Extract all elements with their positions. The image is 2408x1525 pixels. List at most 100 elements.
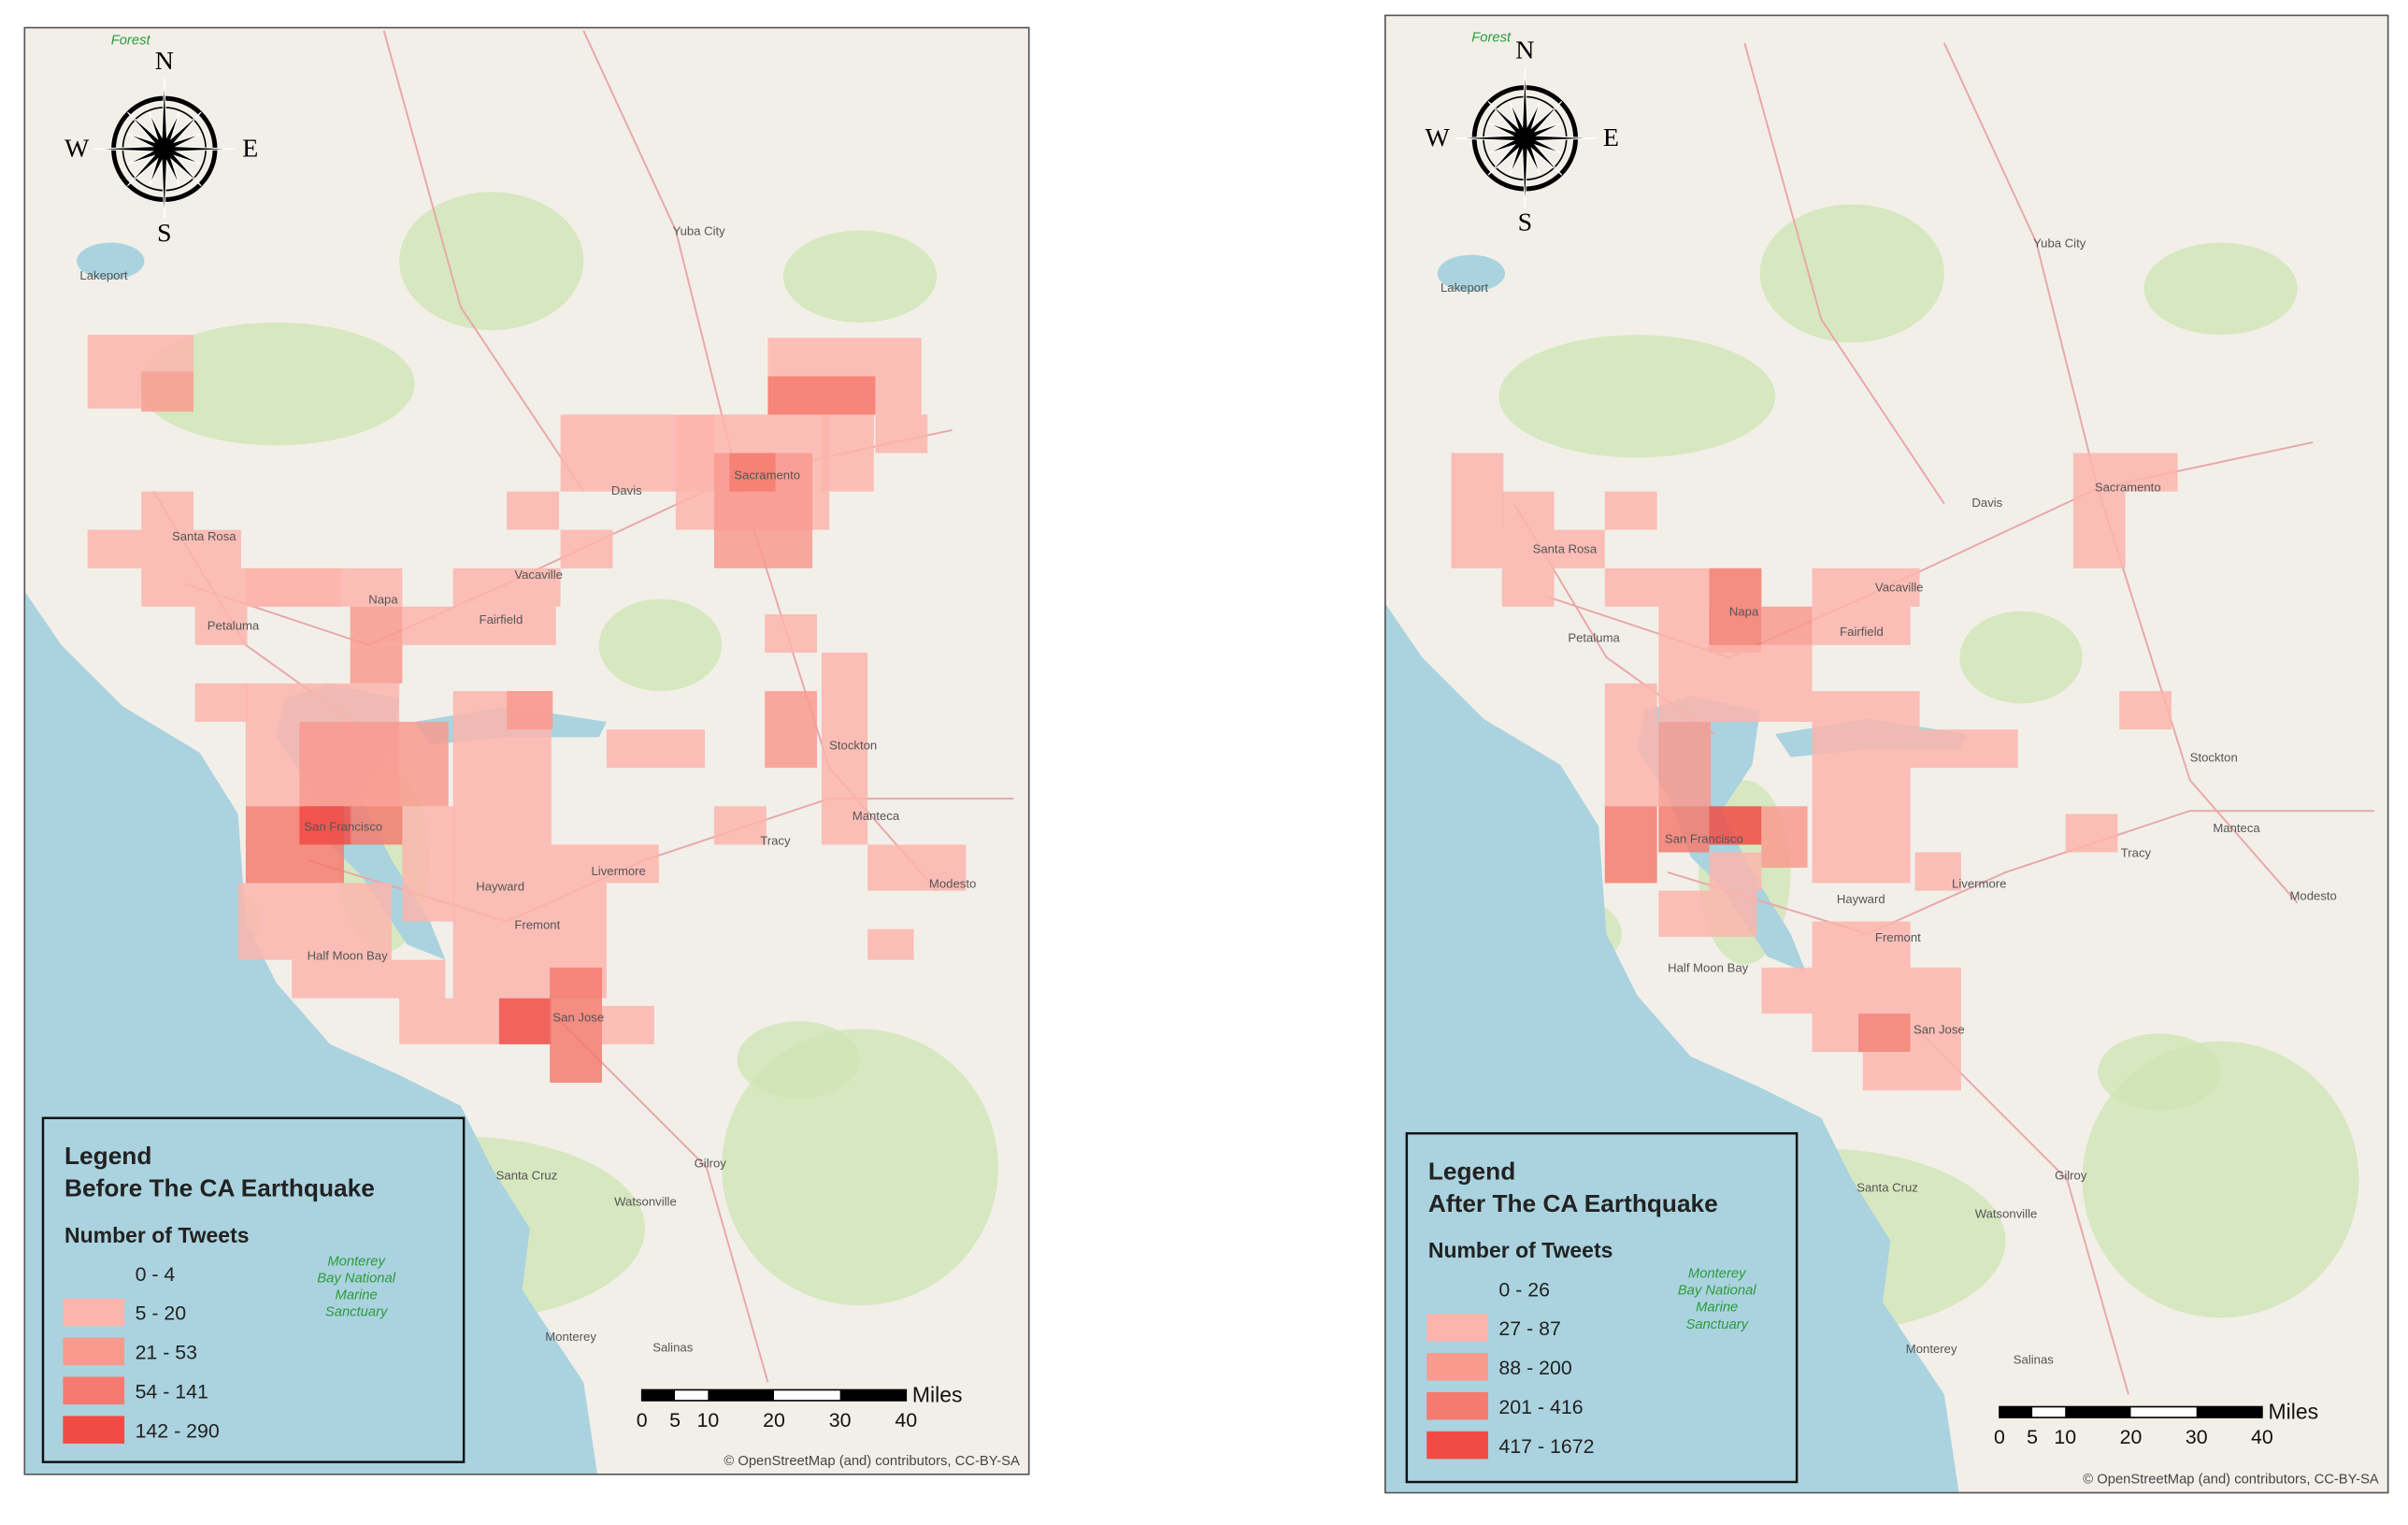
compass-letter: N xyxy=(1515,36,1534,65)
road xyxy=(1743,42,1945,505)
forest-label: Forest xyxy=(111,34,151,49)
tweet-cell xyxy=(1812,921,1911,968)
tweet-cell xyxy=(194,606,248,645)
road xyxy=(1667,810,2374,935)
place-label: Salinas xyxy=(2014,1353,2054,1367)
sanctuary-label: Bay National xyxy=(1678,1284,1756,1299)
place-label: Lakeport xyxy=(79,268,127,282)
sanctuary-label: Marine xyxy=(1696,1301,1738,1316)
tweet-cell xyxy=(560,529,613,568)
attribution: © OpenStreetMap (and) contributors, CC-B… xyxy=(724,1454,1020,1469)
tweet-cell xyxy=(1709,568,1762,654)
scale-tick-label: 0 xyxy=(637,1409,648,1431)
tweet-cell xyxy=(299,721,352,807)
tweet-cell xyxy=(1658,644,1813,722)
place-label: Hayward xyxy=(476,880,524,894)
tweet-cell xyxy=(350,721,449,807)
tweet-cell xyxy=(1604,806,1657,884)
tweet-cell xyxy=(1812,1014,1858,1053)
place-label: Petaluma xyxy=(208,618,260,632)
map-body: Yuba City Lakeport Santa Rosa Petaluma Napa F… xyxy=(24,27,1029,1475)
scale-tick-label: 30 xyxy=(829,1409,852,1431)
place-label: Vacaville xyxy=(1875,580,1924,594)
tweet-cell xyxy=(821,414,874,492)
tweet-cell xyxy=(875,414,928,453)
legend-swatch xyxy=(1426,1431,1488,1460)
tweet-cell xyxy=(1857,1014,1911,1053)
place-label: Stockton xyxy=(829,739,877,753)
tweet-cell xyxy=(1761,967,1961,1014)
legend-swatch xyxy=(1426,1391,1488,1420)
place-label: Santa Rosa xyxy=(1533,541,1598,555)
scale-tick-label: 20 xyxy=(2120,1426,2143,1448)
tweet-cell xyxy=(1604,721,1659,807)
tweet-cell xyxy=(1761,606,1813,645)
tweet-cell xyxy=(87,529,241,568)
place-label: Yuba City xyxy=(673,223,726,237)
tweet-cell xyxy=(1862,1052,1911,1091)
tweet-cell xyxy=(1658,606,1712,645)
place-label: Napa xyxy=(368,593,398,607)
place-label: Stockton xyxy=(2190,751,2238,765)
tweet-cell xyxy=(1812,691,1920,769)
place-label: Tracy xyxy=(2121,846,2152,860)
tweet-cell xyxy=(2119,691,2172,730)
tweet-cell xyxy=(1451,529,1605,568)
place-label: Sacramento xyxy=(734,468,800,482)
ocean xyxy=(24,591,598,1475)
park xyxy=(2082,1041,2359,1318)
place-label: San Francisco xyxy=(1665,832,1743,846)
legend-swatch xyxy=(63,1416,125,1444)
place-label: Watsonville xyxy=(1975,1207,2038,1221)
legend-subtitle: Number of Tweets xyxy=(1428,1238,1613,1262)
place-label: Manteca xyxy=(2213,821,2260,835)
tweet-cell xyxy=(1812,568,1920,607)
place-label: Livermore xyxy=(1952,876,2006,890)
map-frame xyxy=(1384,14,2389,1494)
scale-unit: Miles xyxy=(2268,1400,2318,1424)
legend-swatch xyxy=(63,1298,125,1327)
park xyxy=(722,1029,998,1306)
place-label: Gilroy xyxy=(2055,1168,2087,1182)
tweet-cell xyxy=(821,653,868,845)
road xyxy=(382,30,585,493)
scale-tick-label: 40 xyxy=(2251,1426,2273,1448)
tweet-cell xyxy=(1910,1014,1961,1091)
place-label: Santa Cruz xyxy=(496,1168,558,1182)
place-label: Fairfield xyxy=(1840,625,1884,639)
legend-box xyxy=(41,1116,466,1463)
scale-tick-label: 10 xyxy=(2054,1426,2076,1448)
legend-label: 27 - 87 xyxy=(1498,1317,1560,1340)
place-label: Half Moon Bay xyxy=(308,949,389,963)
scale-tick-label: 5 xyxy=(2027,1426,2038,1448)
legend-subtitle: Number of Tweets xyxy=(64,1223,250,1247)
tweet-cell xyxy=(765,691,817,769)
place-label: San Jose xyxy=(1914,1022,1965,1036)
legend-title: After The CA Earthquake xyxy=(1428,1189,1718,1217)
place-label: Petaluma xyxy=(1568,631,1620,645)
place-label: Yuba City xyxy=(2033,236,2086,250)
scale-segment xyxy=(839,1389,907,1401)
legend-label: 0 - 26 xyxy=(1498,1278,1550,1301)
tweet-cell xyxy=(1604,568,1710,607)
ocean xyxy=(1384,603,1959,1493)
scale-segment xyxy=(2196,1406,2262,1418)
legend-label: 0 - 4 xyxy=(136,1263,176,1286)
tweet-cell xyxy=(1919,729,2018,769)
place-label: Half Moon Bay xyxy=(1668,961,1749,975)
map-frame xyxy=(23,26,1030,1475)
park xyxy=(598,598,723,692)
compass-letter: W xyxy=(1426,123,1451,152)
tweet-cell xyxy=(867,928,914,960)
tweet-cell xyxy=(350,606,403,645)
tweet-cell xyxy=(602,1005,654,1044)
place-label: Monterey xyxy=(1906,1342,1957,1356)
scale-tick-label: 40 xyxy=(895,1409,917,1431)
tweet-cell xyxy=(2065,813,2118,853)
place-label: Sacramento xyxy=(2095,481,2161,495)
tweet-cell xyxy=(1709,852,1762,891)
compass-letter: S xyxy=(157,219,172,248)
place-label: Napa xyxy=(1729,605,1759,619)
place-label: Watsonville xyxy=(614,1194,677,1208)
